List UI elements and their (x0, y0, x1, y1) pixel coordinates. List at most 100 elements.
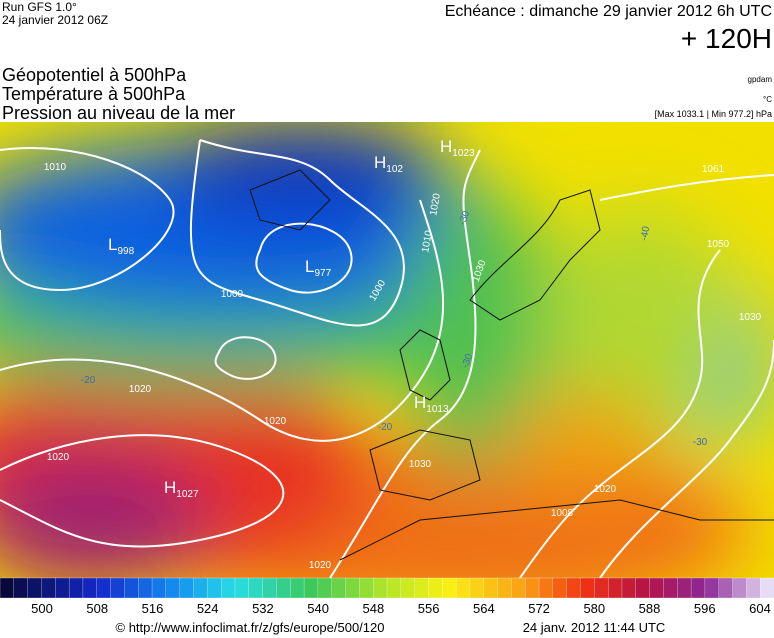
center-label: L977 (305, 257, 332, 279)
temperature-label: -20 (81, 375, 96, 386)
colorbar-label: 508 (86, 601, 108, 616)
center-type: H (440, 137, 452, 156)
colorbar-swatch (13, 577, 29, 599)
valid-time: Echéance : dimanche 29 janvier 2012 6h U… (445, 3, 772, 20)
temperature-label: -40 (639, 225, 652, 242)
center-label: L998 (108, 235, 135, 257)
center-value: 998 (117, 246, 134, 257)
center-label: H1013 (414, 393, 449, 415)
isobar-label: 1061 (702, 164, 725, 175)
center-value: 1013 (426, 404, 449, 415)
colorbar-swatch (580, 577, 595, 599)
colorbar-swatch (525, 577, 540, 599)
colorbar-swatch (469, 577, 485, 599)
pressure-centers: L998 L977 H102 H1023 H1013 H1027 (108, 137, 475, 500)
center-value: 102 (386, 164, 403, 175)
colorbar-swatch (96, 577, 112, 599)
colorbar-swatch (455, 577, 471, 599)
isobar-label: 1030 (739, 312, 762, 323)
temperature-label: -30 (693, 437, 708, 448)
unit-label: [Max 1033.1 | Min 977.2] hPa (655, 109, 772, 119)
temperature-labels: -30 -40 -30 -20 -20 -30 (81, 209, 708, 448)
run-date: 24 janvier 2012 06Z (2, 13, 108, 27)
colorbar-swatch (566, 577, 582, 599)
colorbar-swatch (303, 577, 319, 599)
colorbar-label: 556 (418, 601, 440, 616)
colorbar-swatch (248, 577, 264, 599)
colorbar-swatch (82, 577, 98, 599)
isobar-label: 1010 (44, 162, 67, 173)
colorbar-swatch (276, 577, 291, 599)
temperature-label: -30 (457, 209, 472, 227)
colorbar-swatch (552, 577, 568, 599)
run-label: Run GFS 1.0° (2, 0, 77, 14)
colorbar-swatch (690, 577, 706, 599)
colorbar-label: 580 (583, 601, 605, 616)
colorbar-swatch (359, 577, 374, 599)
center-type: H (374, 153, 386, 172)
colorbar-label: 500 (31, 601, 53, 616)
colorbar-swatch (414, 577, 430, 599)
center-label: H102 (374, 153, 403, 175)
colorbar-swatch (663, 577, 678, 599)
colorbar-label: 548 (363, 601, 385, 616)
colorbar-swatch (649, 577, 665, 599)
colorbar-swatch (718, 577, 734, 599)
colorbar-label: 524 (197, 601, 219, 616)
colorbar-swatch (538, 577, 554, 599)
temperature-label: -30 (460, 352, 475, 370)
colorbar-swatch (262, 577, 278, 599)
colorbar-label: 572 (528, 601, 550, 616)
legend-line: Température à 500hPa (2, 84, 186, 104)
colorbar-swatch (193, 577, 208, 599)
isobar-label: 1010 (420, 229, 435, 253)
isobar-label: 1020 (264, 416, 287, 427)
unit-label: °C (763, 95, 772, 104)
lead-time: + 120H (681, 23, 772, 54)
colorbar-swatch (386, 577, 402, 599)
isobar-label: 1020 (594, 484, 617, 495)
isobar-labels: 1010 1000 1020 1020 1020 1020 1010 1000 … (44, 162, 762, 571)
colorbar-swatch (442, 577, 457, 599)
center-value: 1027 (176, 489, 199, 500)
colorbar-swatch (400, 577, 416, 599)
isobar-label: 1000 (221, 289, 244, 300)
colorbar-label: 564 (473, 601, 495, 616)
colorbar-swatch (635, 577, 651, 599)
isobar-label: 1020 (309, 560, 332, 571)
center-value: 1023 (452, 148, 475, 159)
isobars (0, 139, 774, 578)
colorbar-swatch (165, 577, 181, 599)
colorbar-swatch (0, 577, 15, 599)
center-value: 977 (314, 268, 331, 279)
isobar-label: 1020 (129, 384, 152, 395)
colorbar-swatch (345, 577, 361, 599)
center-label: H1023 (440, 137, 475, 159)
colorbar-label: 604 (749, 601, 771, 616)
colorbar-swatch (151, 577, 167, 599)
colorbar-swatch (207, 577, 222, 599)
colorbar-swatch (704, 577, 720, 599)
unit-label: gpdam (748, 75, 773, 84)
center-type: L (305, 257, 314, 276)
isobar-label: 1050 (707, 239, 730, 250)
colorbar-swatch (732, 577, 748, 599)
colorbar-swatch (428, 577, 443, 599)
colorbar-swatch (621, 577, 637, 599)
colorbar-swatch (138, 577, 153, 599)
colorbar-label: 532 (252, 601, 274, 616)
source-credit: © http://www.infoclimat.fr/z/gfs/europe/… (116, 620, 385, 635)
colorbar-swatch (234, 577, 250, 599)
isobar-label: 1008 (551, 508, 574, 519)
colorbar-swatch (607, 577, 623, 599)
map-field (0, 122, 774, 578)
colorbar-swatch (331, 577, 347, 599)
colorbar-swatch (41, 577, 56, 599)
colorbar-swatch (677, 577, 692, 599)
center-label: H1027 (164, 478, 199, 500)
colorbar-swatch (317, 577, 333, 599)
isobar-label: 1020 (47, 452, 70, 463)
colorbar-swatch (746, 577, 761, 599)
colorbar-swatch (594, 577, 609, 599)
